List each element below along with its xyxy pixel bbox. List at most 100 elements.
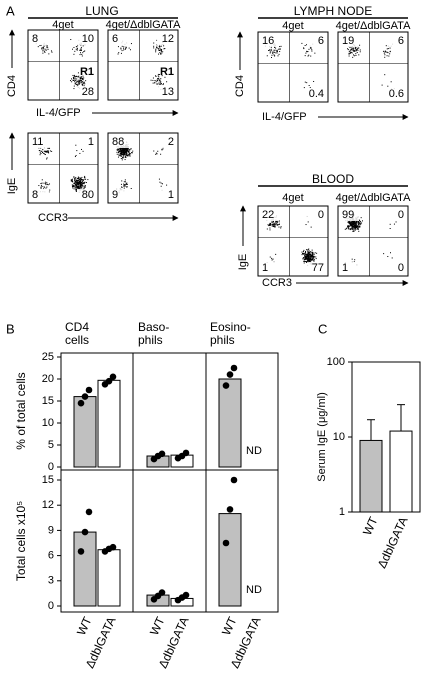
event-dot [312,257,314,259]
event-dot [78,83,80,85]
bar [97,549,121,607]
event-dot [79,49,81,51]
event-dot [314,252,316,254]
event-dot [123,150,125,152]
event-dot [81,78,83,80]
event-dot [46,45,48,47]
event-dot [308,254,310,256]
x-tick-label: WT [74,614,95,637]
event-dot [350,49,352,51]
event-dot [80,178,82,180]
event-dot [126,150,128,152]
event-dot [161,75,163,77]
event-dot [118,154,120,156]
event-dot [77,81,79,83]
event-dot [118,150,120,152]
event-dot [302,252,304,254]
quadrant-value: 8 [32,33,38,45]
event-dot [266,55,268,57]
event-dot [119,153,121,155]
event-dot [351,224,353,226]
event-dot [76,46,78,48]
event-dot [124,156,126,158]
quadrant-value: 0 [398,262,404,274]
event-dot [355,50,357,52]
event-dot [350,222,352,224]
x-axis-label: IL-4/GFP [262,111,307,123]
event-dot [83,77,85,79]
event-dot [124,150,126,152]
event-dot [307,254,309,256]
event-dot [313,80,315,82]
event-dot [273,224,275,226]
event-dot [77,177,79,179]
event-dot [269,52,271,54]
event-dot [76,76,78,78]
event-dot [75,185,77,187]
event-dot [361,220,363,222]
event-dot [384,50,386,52]
event-dot [354,224,356,226]
event-dot [309,254,311,256]
event-dot [46,182,48,184]
y-axis-label: % of total cells [14,372,28,449]
event-dot [80,177,82,179]
event-dot [122,151,124,153]
event-dot [307,258,309,260]
event-dot [355,223,357,225]
x-tick-label: WT [360,514,381,537]
event-dot [78,177,80,179]
event-dot [125,154,127,156]
data-point [85,386,93,394]
event-dot [276,223,278,225]
event-dot [305,256,307,258]
event-dot [308,261,310,263]
event-dot [155,51,157,53]
event-dot [159,82,161,84]
event-dot [79,186,81,188]
event-dot [78,180,80,182]
event-dot [80,49,82,51]
event-dot [312,256,314,258]
event-dot [73,46,75,48]
event-dot [310,251,312,253]
event-dot [354,229,356,231]
event-dot [272,225,274,227]
event-dot [39,152,41,154]
event-dot [271,225,273,227]
event-dot [45,187,47,189]
event-dot [79,180,81,182]
event-dot [311,254,313,256]
event-dot [75,184,77,186]
event-dot [159,49,161,51]
bar [97,379,121,468]
quadrant-value: 16 [262,35,274,47]
event-dot [45,49,47,51]
event-dot [47,48,49,50]
bar [218,513,242,607]
event-dot [308,260,310,262]
event-dot [76,188,78,190]
event-dot [126,154,128,156]
event-dot [120,154,122,156]
event-dot [159,46,161,48]
event-dot [43,49,45,51]
event-dot [278,48,280,50]
event-dot [159,52,161,54]
event-dot [125,47,127,49]
event-dot [74,83,76,85]
event-dot [389,47,391,49]
event-dot [80,49,82,51]
event-dot [353,55,355,57]
event-dot [304,252,306,254]
x-tick-label: WT [219,614,240,637]
event-dot [303,48,305,50]
x-tick-label: ΔdblGATA [375,515,411,571]
event-dot [84,184,86,186]
event-dot [127,155,129,157]
quadrant-value: 6 [398,35,404,47]
event-dot [389,51,391,53]
event-dot [81,53,83,55]
event-dot [77,184,79,186]
event-dot [41,48,43,50]
